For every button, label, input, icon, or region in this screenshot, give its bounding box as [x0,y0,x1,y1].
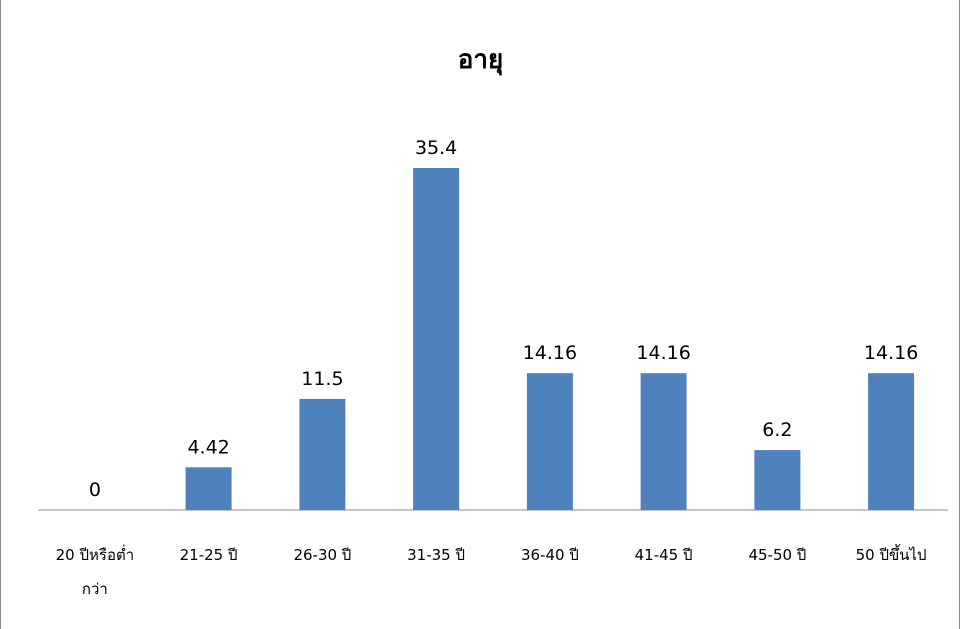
value-label-6: 6.2 [762,419,792,441]
value-label-7: 14.16 [864,342,918,364]
value-label-0: 0 [89,479,101,501]
category-labels-group: 20 ปีหรือต่ำกว่า 21-25 ปี 26-30 ปี 31-35 ปี… [56,544,927,598]
category-label-2: 26-30 ปี [293,546,351,564]
bar-1 [185,467,232,510]
value-labels-group: 0 4.42 11.5 35.4 14.16 14.16 6.2 14.16 [89,137,918,501]
category-label-6: 45-50 ปี [748,546,806,564]
bar-2 [299,398,346,510]
value-label-2: 11.5 [301,368,343,390]
value-label-3: 35.4 [415,137,457,159]
value-label-5: 14.16 [636,342,690,364]
bar-3 [413,168,460,510]
value-label-1: 4.42 [187,436,229,458]
chart-title: อายุ [457,45,504,75]
category-label-7: 50 ปีขึ้นไป [856,544,927,564]
category-label-4: 36-40 ปี [521,546,579,564]
value-label-4: 14.16 [523,342,577,364]
bar-6 [754,450,801,510]
bar-7 [868,373,915,510]
category-label-3: 31-35 ปี [407,546,465,564]
category-label-1: 21-25 ปี [180,546,238,564]
bar-5 [640,373,687,510]
category-label-5: 41-45 ปี [635,546,693,564]
category-label-0-line-0: 20 ปีหรือต่ำ [56,544,135,564]
bars-group [185,168,915,510]
category-label-0-line-1: กว่า [82,580,108,598]
bar-4 [526,373,573,510]
